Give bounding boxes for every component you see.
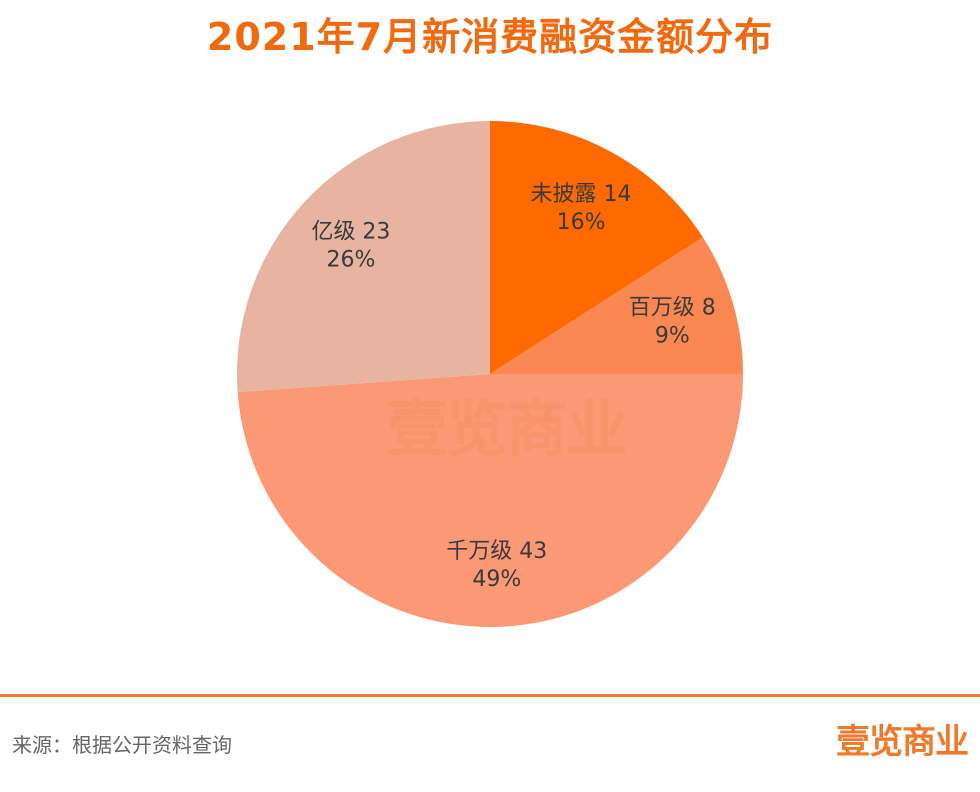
slice-label-0: 未披露 14 16% [531,182,632,235]
pie-slice-2 [237,374,744,628]
pie-slice-3 [237,121,490,393]
footer-divider [0,694,980,697]
slice-label-1: 百万级 8 9% [629,295,716,348]
source-note: 来源：根据公开资料查询 [12,733,232,757]
pie-slice-1 [490,237,743,374]
pie-slice-0 [490,121,703,374]
slice-label-3: 亿级 23 26% [311,220,390,273]
pie-chart: 未披露 14 16% 百万级 8 9% 千万级 43 49% 亿级 23 26% [237,121,744,628]
chart-title: 2021年7月新消费融资金额分布 [206,15,774,59]
brand-logo: 壹览商业 [836,722,969,762]
slice-label-2: 千万级 43 49% [446,539,547,592]
